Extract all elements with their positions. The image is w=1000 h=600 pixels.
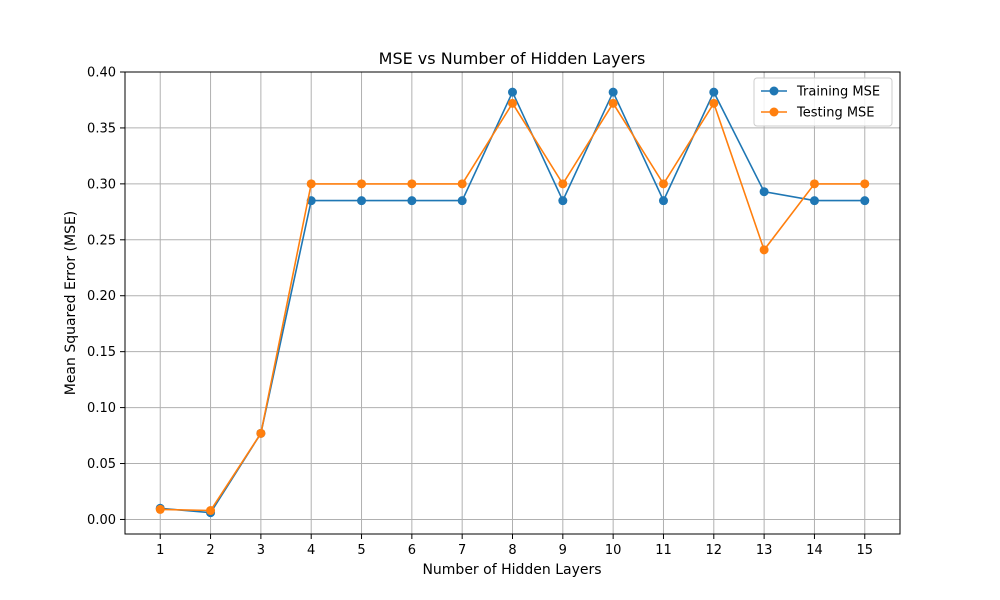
training-mse-point — [709, 87, 719, 97]
testing-mse-point — [306, 179, 316, 189]
chart-title: MSE vs Number of Hidden Layers — [379, 49, 646, 68]
y-axis-label: Mean Squared Error (MSE) — [63, 211, 79, 396]
testing-mse-point — [558, 179, 568, 189]
testing-mse-point — [206, 506, 216, 516]
testing-mse-point — [709, 98, 719, 108]
testing-mse-point — [457, 179, 467, 189]
training-mse-point — [558, 196, 568, 206]
grid — [125, 71, 900, 534]
x-tick-label: 11 — [655, 543, 672, 558]
x-tick-label: 10 — [605, 543, 622, 558]
training-mse-point — [759, 187, 769, 197]
x-tick-label: 13 — [756, 543, 773, 558]
y-tick-label: 0.35 — [87, 121, 116, 136]
training-mse-point — [457, 196, 467, 206]
testing-mse-point — [407, 179, 417, 189]
x-tick-label: 9 — [559, 543, 567, 558]
x-tick-label: 2 — [206, 543, 214, 558]
x-tick-label: 15 — [856, 543, 873, 558]
series-layer — [155, 87, 870, 518]
testing-mse-point — [256, 428, 266, 438]
y-tick-label: 0.20 — [87, 289, 116, 304]
x-tick-label: 12 — [706, 543, 723, 558]
x-tick-label: 1 — [156, 543, 164, 558]
training-mse-point — [860, 196, 870, 206]
x-tick-label: 8 — [508, 543, 516, 558]
y-tick-label: 0.10 — [87, 401, 116, 416]
training-mse-legend-marker — [769, 86, 779, 96]
y-tick-label: 0.25 — [87, 233, 116, 248]
training-mse-point — [508, 87, 517, 97]
training-mse-point — [407, 196, 417, 206]
x-tick-label: 14 — [806, 543, 823, 558]
y-tick-label: 0.15 — [87, 345, 116, 360]
testing-mse-point — [608, 98, 618, 108]
x-tick-label: 6 — [408, 543, 416, 558]
training-mse-point — [357, 196, 367, 206]
testing-mse-point — [508, 98, 517, 108]
testing-mse-point — [658, 179, 668, 189]
legend-box — [753, 77, 893, 127]
training-mse-point — [658, 196, 668, 206]
y-tick-label: 0.30 — [87, 177, 116, 192]
testing-mse-point — [155, 504, 165, 514]
training-mse-legend-label: Training MSE — [796, 85, 880, 100]
x-tick-label: 5 — [357, 543, 365, 558]
testing-mse-point — [860, 179, 870, 189]
training-mse-point — [809, 196, 819, 206]
ticks: 1 2 3 4 5 6 7 8 9 10 11 12 13 14 150.000.050.100.150.2… — [87, 66, 873, 559]
testing-mse-legend-marker — [769, 107, 779, 117]
y-tick-label: 0.05 — [87, 457, 116, 472]
testing-mse-legend-label: Testing MSE — [796, 106, 875, 121]
legend: Training MSE Testing MSE — [753, 77, 893, 127]
x-axis-label: Number of Hidden Layers — [422, 562, 601, 578]
x-tick-label: 4 — [307, 543, 315, 558]
x-tick-label: 3 — [257, 543, 265, 558]
testing-mse-point — [759, 245, 769, 255]
x-tick-label: 7 — [458, 543, 466, 558]
y-tick-label: 0.00 — [87, 513, 116, 528]
testing-mse-point — [357, 179, 367, 189]
training-mse-point — [608, 87, 618, 97]
y-tick-label: 0.40 — [87, 66, 116, 81]
testing-mse-point — [809, 179, 819, 189]
